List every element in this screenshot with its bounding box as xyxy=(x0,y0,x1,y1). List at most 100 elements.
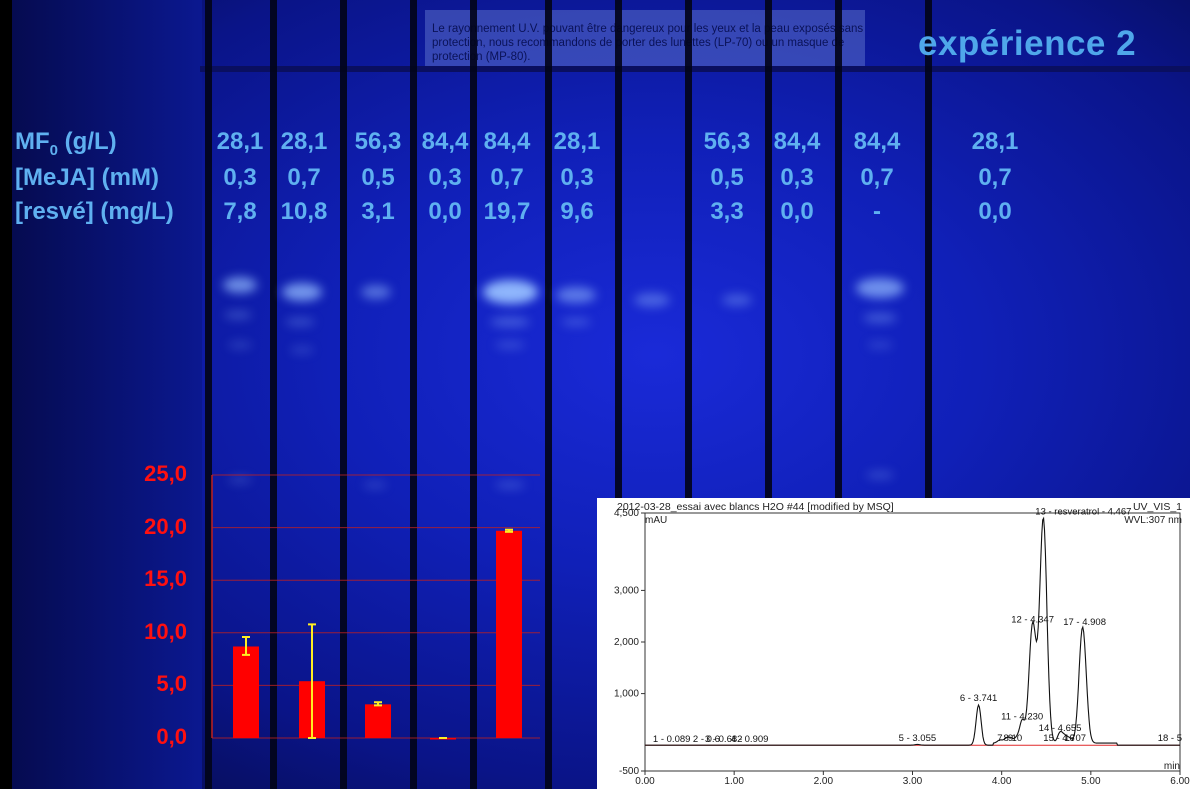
hplc-y-unit: mAU xyxy=(645,515,667,526)
hplc-y-tick-label: 2,000 xyxy=(614,637,639,648)
hplc-peak-label: 13 - resveratrol - 4.467 xyxy=(1035,507,1131,518)
lane-value: 0,0 xyxy=(978,198,1012,225)
lane-value: 0,5 xyxy=(361,164,395,191)
lane-value: 28,1 xyxy=(216,128,264,155)
tlc-spot xyxy=(228,341,252,349)
lane-divider xyxy=(410,0,417,789)
lane-value: 19,7 xyxy=(483,198,531,225)
lane-value: 84,4 xyxy=(421,128,469,155)
plate-left-margin xyxy=(12,0,202,789)
lane-divider xyxy=(470,0,477,789)
tlc-spot xyxy=(856,278,904,298)
lane-value: 0,7 xyxy=(287,164,321,191)
row-label-resve: [resvé] (mg/L) xyxy=(15,198,174,225)
lane-value: 0,5 xyxy=(710,164,744,191)
lane-divider xyxy=(205,0,212,789)
hplc-chromatogram: 2012-03-28_essai avec blancs H2O #44 [mo… xyxy=(597,498,1190,789)
hplc-peak-label: 14 - 4.655 xyxy=(1039,723,1082,734)
hplc-trace xyxy=(645,516,1180,746)
hplc-peak-label: 9 xyxy=(1008,733,1013,744)
tlc-spot xyxy=(634,293,670,307)
lane-value: 7,8 xyxy=(223,198,257,225)
lane-value: 9,6 xyxy=(560,198,594,225)
hplc-x-tick-label: 2.00 xyxy=(814,776,834,787)
hplc-peak-label: 16 xyxy=(1064,733,1075,744)
lane-value: 28,1 xyxy=(553,128,601,155)
lane-divider xyxy=(615,0,622,789)
hplc-peak-label: 2 - 0.6 xyxy=(693,734,720,745)
tlc-spot xyxy=(228,476,252,484)
hplc-peak-label: 15 - 4.707 xyxy=(1043,733,1086,744)
hplc-x-tick-label: 1.00 xyxy=(724,776,744,787)
tlc-spot xyxy=(285,318,315,326)
lane-value: 0,3 xyxy=(223,164,257,191)
lane-value: 0,3 xyxy=(780,164,814,191)
lane-value: 0,7 xyxy=(490,164,524,191)
lane-divider xyxy=(545,0,552,789)
lane-value: 0,7 xyxy=(860,164,894,191)
bar-y-tick-label: 25,0 xyxy=(144,461,187,486)
lane-value: 3,1 xyxy=(361,198,395,225)
hplc-x-tick-label: 6.00 xyxy=(1170,776,1190,787)
lane-value: 84,4 xyxy=(773,128,821,155)
lane-divider xyxy=(270,0,277,789)
hplc-peak-label: 1 - 0.089 xyxy=(653,734,691,745)
bar xyxy=(233,646,259,738)
bar-y-tick-label: 10,0 xyxy=(144,618,187,644)
bar-y-tick-label: 15,0 xyxy=(144,566,187,592)
hplc-x-unit: min xyxy=(1164,761,1180,772)
hplc-y-tick-label: 4,500 xyxy=(614,508,639,519)
row-label-meja: [MeJA] (mM) xyxy=(15,164,159,191)
uv-warning-text: Le rayonnement U.V. pouvant être dangere… xyxy=(432,23,864,63)
lane-divider xyxy=(835,0,842,789)
hplc-peak-label: 18 - 5 xyxy=(1158,733,1182,744)
lane-value: 10,8 xyxy=(280,198,328,225)
hplc-channel: UV_VIS_1 xyxy=(1133,501,1182,513)
lane-value: - xyxy=(873,198,881,225)
lane-value: 84,4 xyxy=(483,128,531,155)
lane-value: 0,3 xyxy=(560,164,594,191)
hplc-peak-label: 5 - 3.055 xyxy=(899,733,937,744)
lane-value: 56,3 xyxy=(354,128,402,155)
lane-value: 0,3 xyxy=(428,164,462,191)
lane-value: 84,4 xyxy=(853,128,901,155)
lane-value: 3,3 xyxy=(710,198,744,225)
hplc-y-tick-label: 1,000 xyxy=(614,689,639,700)
hplc-x-tick-label: 0.00 xyxy=(635,776,655,787)
tlc-spot xyxy=(224,311,252,319)
lane-divider xyxy=(925,0,932,789)
lane-value: 56,3 xyxy=(703,128,751,155)
hplc-x-tick-label: 4.00 xyxy=(992,776,1012,787)
lane-value: 28,1 xyxy=(280,128,328,155)
lane-divider xyxy=(765,0,772,789)
tlc-spot xyxy=(290,346,314,354)
lane-value: 0,7 xyxy=(978,164,1012,191)
hplc-y-tick-label: 3,000 xyxy=(614,585,639,596)
tlc-spot xyxy=(863,313,897,323)
hplc-peak-label: 10 xyxy=(1012,733,1023,744)
tlc-spot xyxy=(722,294,752,306)
tlc-spot xyxy=(490,317,530,327)
hplc-peak-label: 8 xyxy=(1003,733,1008,744)
lane-value: 28,1 xyxy=(971,128,1019,155)
tlc-spot xyxy=(866,471,894,479)
tlc-spot xyxy=(495,481,525,489)
hplc-peak-label: 17 - 4.908 xyxy=(1063,617,1106,628)
tlc-spot xyxy=(282,283,322,301)
hplc-title: 2012-03-28_essai avec blancs H2O #44 [mo… xyxy=(617,501,894,513)
tlc-spot xyxy=(363,481,387,489)
bar xyxy=(365,704,391,738)
hplc-peak-label: 4 - 0.909 xyxy=(731,734,769,745)
bar-y-tick-label: 20,0 xyxy=(144,513,187,539)
hplc-peak-label: 12 - 4.347 xyxy=(1011,615,1054,626)
hplc-wavelength: WVL:307 nm xyxy=(1124,515,1182,526)
plate-top-band xyxy=(200,66,1190,72)
tlc-spot xyxy=(867,341,893,349)
hplc-peak-label: 6 - 3.741 xyxy=(960,693,998,704)
uv-warning-label xyxy=(425,10,865,66)
tlc-spot xyxy=(495,341,525,349)
hplc-peak-label: 7 xyxy=(997,733,1002,744)
tlc-spot xyxy=(361,285,391,299)
hplc-y-tick-label: -500 xyxy=(619,766,639,777)
